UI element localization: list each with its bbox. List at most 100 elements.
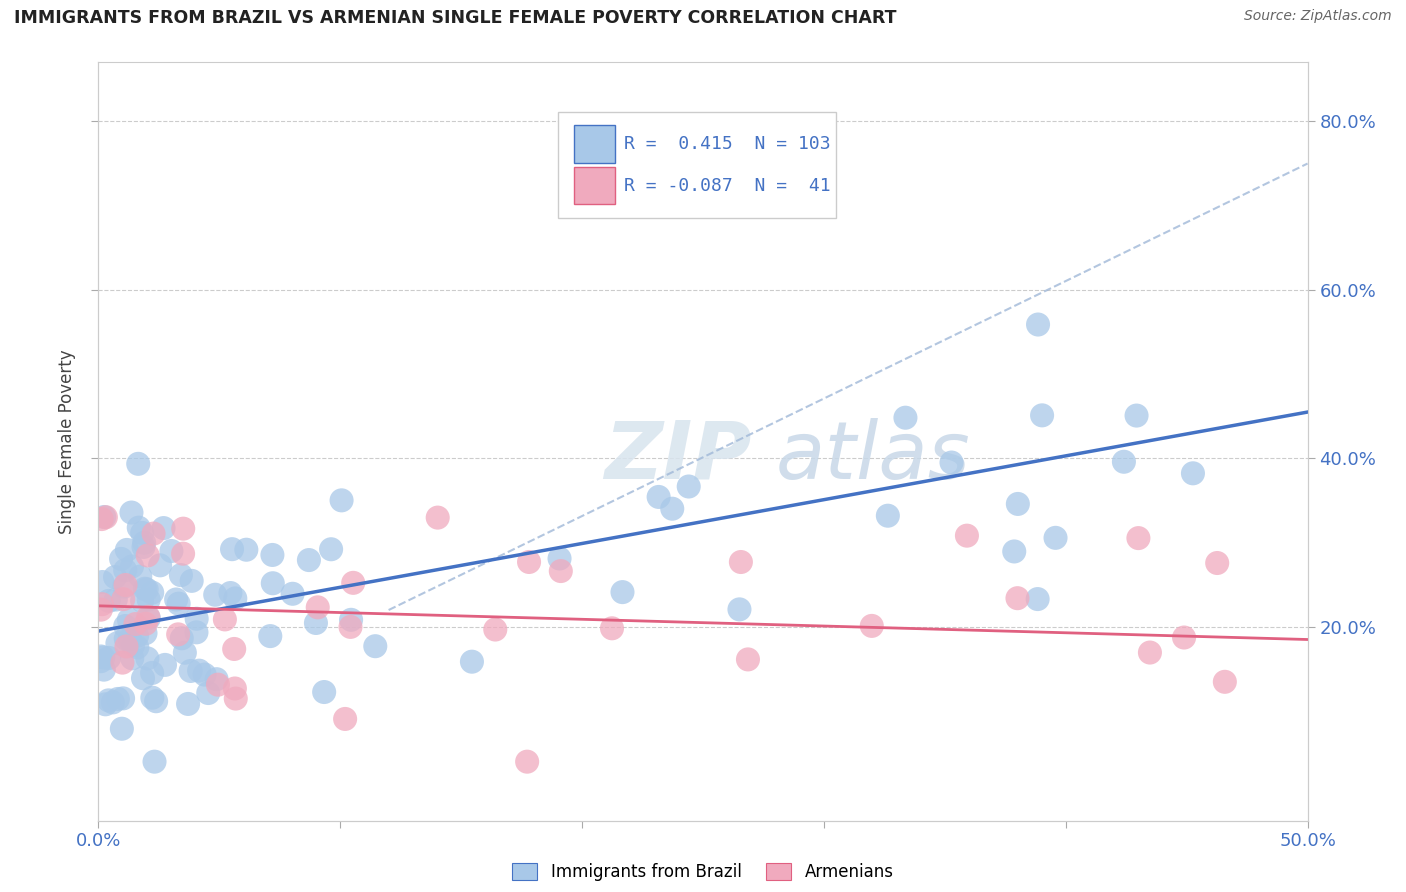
- Point: [111, 722, 134, 736]
- Point: [121, 506, 143, 520]
- Point: [128, 521, 150, 535]
- Point: [134, 582, 156, 596]
- Point: [107, 692, 129, 706]
- Point: [115, 640, 138, 654]
- Point: [1026, 318, 1049, 332]
- Point: [876, 508, 898, 523]
- Point: [224, 642, 246, 657]
- Point: [132, 540, 155, 554]
- Text: Source: ZipAtlas.com: Source: ZipAtlas.com: [1244, 9, 1392, 23]
- Point: [132, 671, 155, 685]
- Point: [737, 652, 759, 666]
- Point: [214, 612, 236, 626]
- FancyBboxPatch shape: [574, 126, 614, 162]
- Point: [1173, 631, 1195, 645]
- Point: [1181, 467, 1204, 481]
- Point: [167, 627, 190, 641]
- Point: [333, 712, 356, 726]
- Point: [91, 574, 114, 589]
- Point: [121, 559, 143, 574]
- Point: [221, 542, 243, 557]
- Point: [259, 629, 281, 643]
- Point: [219, 586, 242, 600]
- Point: [149, 558, 172, 573]
- Text: IMMIGRANTS FROM BRAZIL VS ARMENIAN SINGLE FEMALE POVERTY CORRELATION CHART: IMMIGRANTS FROM BRAZIL VS ARMENIAN SINGL…: [14, 9, 897, 27]
- Point: [1139, 646, 1161, 660]
- Point: [1007, 497, 1029, 511]
- Point: [1002, 544, 1025, 558]
- Point: [127, 640, 149, 655]
- Point: [647, 490, 669, 504]
- Point: [134, 626, 156, 640]
- Point: [136, 651, 159, 665]
- Point: [135, 616, 157, 631]
- Point: [110, 552, 132, 566]
- Point: [188, 664, 211, 678]
- Point: [107, 636, 129, 650]
- Point: [125, 629, 148, 643]
- Point: [121, 651, 143, 665]
- Point: [235, 542, 257, 557]
- Point: [956, 529, 979, 543]
- Point: [101, 695, 124, 709]
- Point: [170, 568, 193, 582]
- FancyBboxPatch shape: [558, 112, 837, 218]
- Point: [319, 542, 342, 557]
- Point: [138, 611, 160, 625]
- Point: [197, 686, 219, 700]
- Point: [160, 544, 183, 558]
- Point: [114, 619, 136, 633]
- Point: [340, 613, 363, 627]
- Point: [225, 691, 247, 706]
- Point: [314, 685, 336, 699]
- Point: [97, 594, 120, 608]
- Point: [330, 493, 353, 508]
- Point: [90, 649, 112, 664]
- Point: [1007, 591, 1029, 606]
- Point: [600, 621, 623, 635]
- Point: [461, 655, 484, 669]
- Text: R =  0.415  N = 103: R = 0.415 N = 103: [624, 135, 831, 153]
- Point: [612, 585, 634, 599]
- Point: [90, 512, 112, 526]
- Point: [661, 501, 683, 516]
- Point: [134, 536, 156, 550]
- Point: [860, 619, 883, 633]
- Point: [172, 522, 194, 536]
- Point: [118, 632, 141, 647]
- Point: [730, 555, 752, 569]
- Point: [186, 625, 208, 640]
- Point: [224, 591, 246, 606]
- Point: [124, 617, 146, 632]
- Point: [115, 543, 138, 558]
- Point: [122, 638, 145, 652]
- Point: [143, 755, 166, 769]
- Point: [131, 525, 153, 540]
- Point: [172, 547, 194, 561]
- Point: [141, 585, 163, 599]
- Point: [339, 620, 361, 634]
- Point: [204, 588, 226, 602]
- Point: [550, 564, 572, 578]
- Point: [93, 663, 115, 677]
- Point: [1128, 531, 1150, 545]
- Point: [153, 657, 176, 672]
- FancyBboxPatch shape: [574, 167, 614, 204]
- Point: [224, 681, 246, 696]
- Point: [305, 615, 328, 630]
- Point: [262, 576, 284, 591]
- Point: [127, 457, 149, 471]
- Point: [94, 698, 117, 712]
- Point: [678, 479, 700, 493]
- Point: [104, 570, 127, 584]
- Point: [114, 578, 136, 592]
- Point: [517, 555, 540, 569]
- Point: [141, 665, 163, 680]
- Point: [194, 667, 217, 681]
- Point: [1026, 592, 1049, 607]
- Point: [1125, 409, 1147, 423]
- Point: [205, 672, 228, 686]
- Point: [114, 632, 136, 646]
- Point: [145, 694, 167, 708]
- Point: [141, 690, 163, 705]
